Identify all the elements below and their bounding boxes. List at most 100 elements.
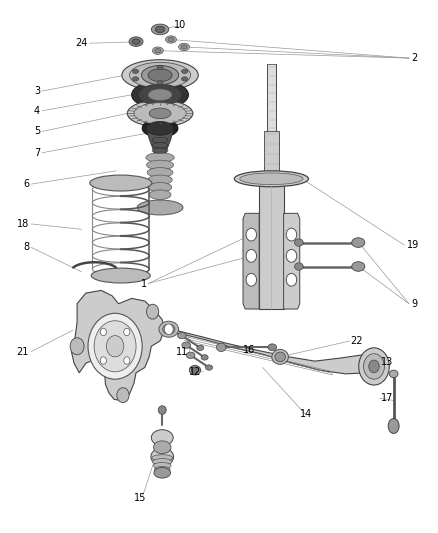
Text: 1: 1 [141, 279, 147, 288]
Text: 22: 22 [350, 336, 363, 346]
Ellipse shape [272, 350, 288, 365]
Circle shape [286, 273, 297, 286]
Ellipse shape [157, 80, 163, 85]
Ellipse shape [268, 344, 277, 351]
Ellipse shape [182, 342, 191, 349]
Ellipse shape [153, 463, 171, 469]
Ellipse shape [205, 365, 212, 370]
Ellipse shape [155, 49, 161, 53]
Text: 5: 5 [34, 126, 40, 136]
Ellipse shape [147, 122, 173, 135]
Circle shape [246, 249, 257, 262]
Ellipse shape [149, 190, 171, 199]
Ellipse shape [148, 69, 172, 82]
Text: 2: 2 [411, 53, 417, 63]
Ellipse shape [132, 77, 138, 81]
Ellipse shape [151, 448, 173, 466]
Polygon shape [71, 290, 164, 400]
Polygon shape [284, 213, 300, 309]
Circle shape [147, 304, 159, 319]
FancyBboxPatch shape [264, 131, 279, 176]
Ellipse shape [146, 153, 174, 163]
Ellipse shape [240, 173, 303, 184]
Ellipse shape [191, 367, 198, 373]
Ellipse shape [154, 466, 170, 473]
Ellipse shape [166, 36, 177, 43]
Circle shape [364, 354, 385, 379]
Circle shape [124, 357, 130, 364]
Text: 7: 7 [34, 148, 40, 158]
Ellipse shape [201, 355, 208, 360]
Ellipse shape [91, 268, 150, 283]
Ellipse shape [216, 343, 226, 352]
Polygon shape [155, 324, 374, 374]
Ellipse shape [152, 47, 163, 54]
Circle shape [117, 387, 129, 402]
Ellipse shape [197, 345, 204, 351]
Circle shape [124, 328, 130, 336]
Ellipse shape [122, 60, 198, 91]
Text: 15: 15 [134, 492, 147, 503]
Ellipse shape [389, 370, 398, 377]
Circle shape [246, 273, 257, 286]
Ellipse shape [294, 263, 303, 270]
Text: 3: 3 [34, 86, 40, 96]
Ellipse shape [134, 103, 186, 124]
Ellipse shape [142, 119, 178, 138]
Circle shape [100, 357, 106, 364]
Ellipse shape [275, 352, 286, 362]
Text: 16: 16 [244, 345, 256, 356]
Circle shape [359, 348, 389, 385]
Circle shape [94, 321, 136, 372]
Ellipse shape [129, 37, 143, 46]
Circle shape [286, 249, 297, 262]
Ellipse shape [182, 69, 188, 74]
Text: 19: 19 [407, 240, 419, 250]
Circle shape [164, 324, 173, 335]
FancyBboxPatch shape [259, 180, 284, 309]
Ellipse shape [90, 175, 152, 191]
Ellipse shape [149, 108, 171, 119]
Text: 13: 13 [381, 357, 393, 367]
Ellipse shape [154, 467, 170, 478]
Circle shape [70, 338, 84, 355]
Ellipse shape [168, 37, 174, 42]
Ellipse shape [152, 458, 172, 465]
Ellipse shape [352, 238, 365, 247]
Ellipse shape [153, 441, 171, 454]
Circle shape [106, 336, 124, 357]
Ellipse shape [179, 43, 190, 51]
Ellipse shape [151, 430, 173, 446]
Ellipse shape [148, 89, 172, 101]
Ellipse shape [151, 24, 169, 35]
Text: 24: 24 [76, 38, 88, 48]
Text: 11: 11 [176, 346, 188, 357]
Ellipse shape [130, 62, 191, 88]
Ellipse shape [148, 175, 172, 184]
Polygon shape [243, 213, 259, 309]
Ellipse shape [158, 406, 166, 414]
Ellipse shape [138, 84, 182, 106]
Text: 4: 4 [34, 106, 40, 116]
Text: 8: 8 [23, 243, 29, 252]
Ellipse shape [388, 418, 399, 433]
Text: 17: 17 [381, 393, 393, 403]
Text: 18: 18 [17, 219, 29, 229]
Ellipse shape [189, 366, 201, 375]
Text: 12: 12 [189, 367, 201, 377]
Text: 9: 9 [411, 298, 417, 309]
Ellipse shape [141, 66, 179, 85]
Circle shape [369, 360, 379, 373]
Ellipse shape [157, 66, 163, 70]
Ellipse shape [132, 81, 188, 109]
Circle shape [100, 328, 106, 336]
Ellipse shape [159, 321, 179, 337]
Ellipse shape [147, 167, 173, 177]
FancyBboxPatch shape [267, 64, 276, 131]
Ellipse shape [177, 333, 186, 339]
Polygon shape [147, 130, 173, 154]
Ellipse shape [147, 160, 173, 169]
Ellipse shape [132, 39, 140, 44]
Ellipse shape [132, 69, 138, 74]
Ellipse shape [155, 26, 165, 33]
